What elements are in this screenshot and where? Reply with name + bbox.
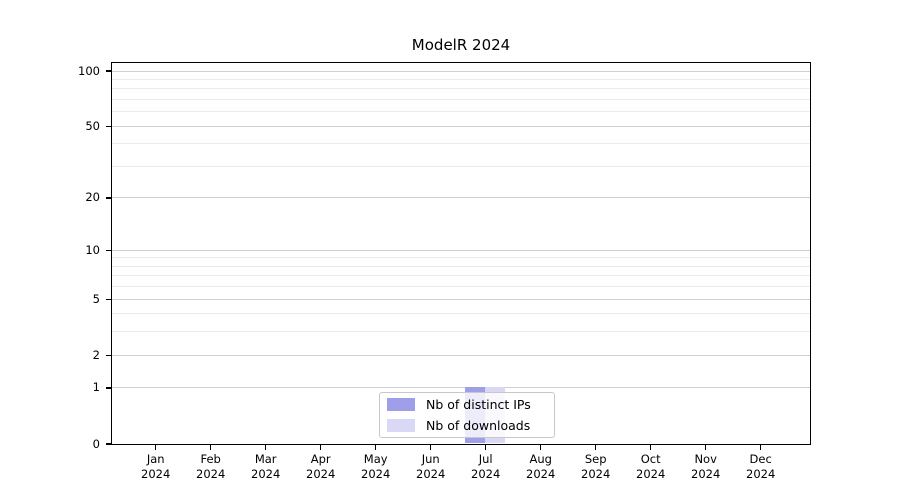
legend: Nb of distinct IPs Nb of downloads — [379, 392, 555, 438]
gridline-minor-8 — [111, 265, 810, 267]
x-tick-mark-feb — [210, 445, 212, 450]
x-tick-year-jan: 2024 — [141, 467, 171, 481]
gridline-major-20 — [111, 197, 810, 199]
y-tick-mark-0 — [106, 443, 112, 445]
gridline-minor-6 — [111, 286, 810, 288]
legend-swatch-distinct-ips — [387, 398, 415, 411]
x-tick-month-dec: Dec — [749, 452, 772, 466]
x-tick-mark-aug — [540, 445, 542, 450]
y-tick-label-5: 5 — [92, 291, 100, 306]
x-tick-label-sep: Sep 2024 — [566, 452, 626, 482]
x-tick-year-oct: 2024 — [636, 467, 666, 481]
x-tick-mark-dec — [760, 445, 762, 450]
y-tick-mark-20 — [106, 197, 112, 199]
x-tick-label-aug: Aug 2024 — [511, 452, 571, 482]
x-tick-month-aug: Aug — [529, 452, 552, 466]
gridline-minor-60 — [111, 111, 810, 113]
gridline-minor-30 — [111, 165, 810, 167]
gridline-minor-3 — [111, 331, 810, 333]
x-tick-year-sep: 2024 — [581, 467, 611, 481]
gridline-minor-40 — [111, 143, 810, 145]
x-tick-year-may: 2024 — [361, 467, 391, 481]
legend-item-downloads: Nb of downloads — [380, 415, 554, 436]
x-tick-year-nov: 2024 — [691, 467, 721, 481]
x-tick-label-oct: Oct 2024 — [621, 452, 681, 482]
y-tick-label-50: 50 — [85, 118, 100, 133]
legend-label-downloads: Nb of downloads — [426, 418, 531, 433]
x-tick-year-jul: 2024 — [471, 467, 501, 481]
x-tick-mark-apr — [320, 445, 322, 450]
gridline-major-5 — [111, 298, 810, 300]
y-tick-mark-2 — [106, 354, 112, 356]
x-tick-month-nov: Nov — [694, 452, 717, 466]
x-tick-month-mar: Mar — [254, 452, 277, 466]
gridline-major-100 — [111, 70, 810, 72]
x-tick-year-aug: 2024 — [526, 467, 556, 481]
y-tick-mark-5 — [106, 298, 112, 300]
legend-label-distinct-ips: Nb of distinct IPs — [426, 397, 531, 412]
gridline-minor-70 — [111, 98, 810, 100]
x-tick-year-mar: 2024 — [251, 467, 281, 481]
x-tick-month-jun: Jun — [421, 452, 440, 466]
y-tick-label-10: 10 — [85, 242, 100, 257]
y-tick-mark-1 — [106, 387, 112, 389]
x-tick-mark-mar — [265, 445, 267, 450]
legend-item-distinct-ips: Nb of distinct IPs — [380, 394, 554, 415]
gridline-major-2 — [111, 354, 810, 356]
chart-title: ModelR 2024 — [411, 36, 511, 54]
y-tick-label-0: 0 — [92, 436, 100, 451]
plot-area — [110, 61, 811, 445]
x-tick-mark-nov — [705, 445, 707, 450]
x-tick-month-sep: Sep — [584, 452, 607, 466]
x-tick-label-mar: Mar 2024 — [236, 452, 296, 482]
x-tick-month-may: May — [363, 452, 388, 466]
y-tick-label-100: 100 — [78, 63, 100, 78]
y-tick-label-2: 2 — [92, 347, 100, 362]
x-tick-label-apr: Apr 2024 — [291, 452, 351, 482]
y-tick-label-20: 20 — [85, 190, 100, 205]
x-tick-year-jun: 2024 — [416, 467, 446, 481]
x-tick-mark-jan — [155, 445, 157, 450]
gridline-minor-80 — [111, 88, 810, 90]
x-tick-label-nov: Nov 2024 — [676, 452, 736, 482]
gridline-major-10 — [111, 249, 810, 251]
x-tick-label-jul: Jul 2024 — [456, 452, 516, 482]
x-tick-month-jul: Jul — [478, 452, 493, 466]
x-tick-mark-oct — [650, 445, 652, 450]
gridline-minor-4 — [111, 313, 810, 315]
x-tick-mark-sep — [595, 445, 597, 450]
x-tick-label-feb: Feb 2024 — [181, 452, 241, 482]
x-tick-mark-jul — [485, 445, 487, 450]
gridline-major-1 — [111, 387, 810, 389]
x-tick-label-dec: Dec 2024 — [731, 452, 791, 482]
x-tick-label-jun: Jun 2024 — [401, 452, 461, 482]
y-tick-label-1: 1 — [92, 380, 100, 395]
x-tick-year-apr: 2024 — [306, 467, 336, 481]
y-tick-mark-50 — [106, 125, 112, 127]
x-tick-label-jan: Jan 2024 — [126, 452, 186, 482]
gridline-minor-9 — [111, 257, 810, 259]
x-tick-year-dec: 2024 — [746, 467, 776, 481]
x-tick-month-jan: Jan — [146, 452, 165, 466]
legend-swatch-downloads — [387, 419, 415, 432]
x-tick-mark-jun — [430, 445, 432, 450]
x-tick-year-feb: 2024 — [196, 467, 226, 481]
x-tick-mark-may — [375, 445, 377, 450]
x-tick-label-may: May 2024 — [346, 452, 406, 482]
gridline-minor-7 — [111, 275, 810, 277]
y-tick-mark-100 — [106, 70, 112, 72]
gridline-major-50 — [111, 125, 810, 127]
x-tick-month-feb: Feb — [200, 452, 221, 466]
x-tick-month-oct: Oct — [640, 452, 661, 466]
y-tick-mark-10 — [106, 249, 112, 251]
x-tick-month-apr: Apr — [310, 452, 331, 466]
gridline-minor-90 — [111, 78, 810, 80]
